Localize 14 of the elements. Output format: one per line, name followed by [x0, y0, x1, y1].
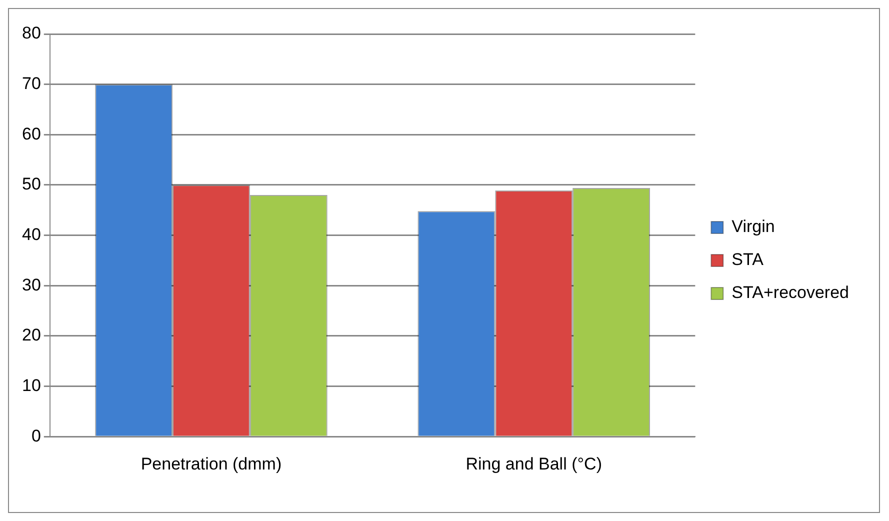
- y-tick-label: 40: [22, 224, 41, 244]
- legend-label: Virgin: [732, 217, 775, 236]
- legend-label: STA+recovered: [732, 283, 850, 302]
- y-tick-label: 70: [22, 74, 41, 94]
- y-tick-label: 80: [22, 24, 41, 43]
- y-tick-label: 10: [22, 376, 41, 395]
- y-tick-label: 50: [22, 174, 41, 194]
- x-tick-label: Ring and Ball (°C): [466, 454, 602, 474]
- y-tick-label: 20: [22, 326, 41, 345]
- legend-label: STA: [732, 250, 764, 270]
- y-tick-label: 30: [22, 275, 41, 294]
- x-tick-label: Penetration (dmm): [140, 454, 282, 474]
- y-tick-label: 0: [31, 426, 41, 446]
- y-tick-label: 60: [22, 124, 41, 144]
